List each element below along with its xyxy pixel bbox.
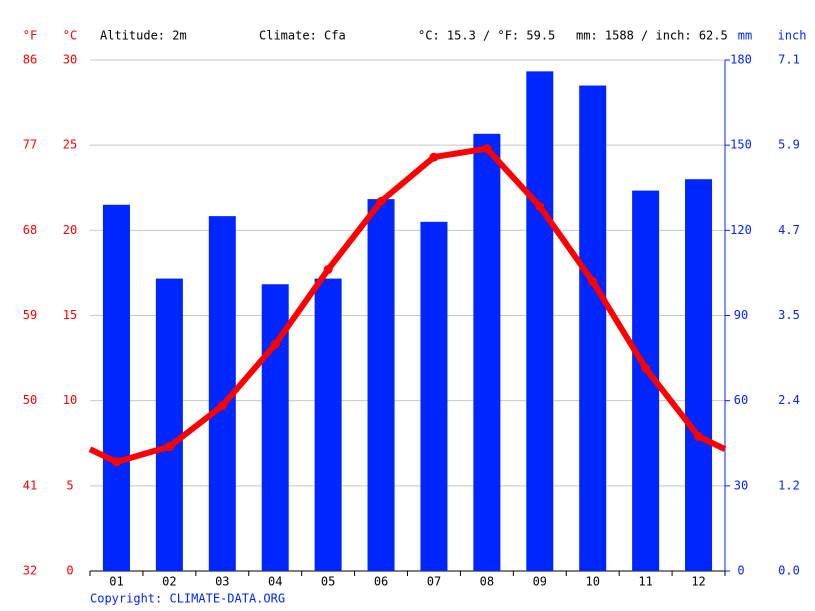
f-tick-label: 86 [23, 53, 37, 67]
inch-unit: inch [778, 29, 807, 43]
temperature-line [115, 145, 701, 465]
y2-tick-label: 90 [734, 308, 748, 322]
x-tick-label: 07 [427, 575, 441, 589]
x-tick-label: 02 [162, 575, 176, 589]
bar [367, 199, 395, 571]
temperature-point [111, 457, 121, 467]
bar [102, 204, 130, 572]
header-info: mm: 1588 / inch: 62.5 [576, 29, 728, 43]
bar [685, 179, 713, 571]
f-tick-label: 41 [23, 478, 37, 492]
header-info: Climate: Cfa [259, 29, 346, 43]
copyright: Copyright: CLIMATE-DATA.ORG [90, 592, 285, 606]
temperature-point [694, 431, 704, 441]
inch-tick-label: 2.4 [778, 393, 800, 407]
x-tick-label: 06 [374, 575, 388, 589]
y2-tick-label: 120 [730, 223, 752, 237]
f-unit: °F [23, 29, 37, 43]
y-tick-label: 30 [63, 53, 77, 67]
f-tick-label: 59 [23, 308, 37, 322]
inch-tick-label: 4.7 [778, 223, 800, 237]
bar [420, 221, 448, 572]
temperature-point [588, 276, 598, 286]
header-info: Altitude: 2m [100, 29, 187, 43]
x-tick-label: 04 [268, 575, 282, 589]
temperature-point [482, 144, 492, 154]
mm-unit: mm [738, 29, 752, 43]
x-tick-label: 05 [321, 575, 335, 589]
temperature-point [429, 152, 439, 162]
bar [526, 71, 554, 571]
bar [473, 133, 501, 572]
x-tick-label: 01 [109, 575, 123, 589]
temperature-point [217, 401, 227, 411]
inch-tick-label: 1.2 [778, 478, 800, 492]
y-tick-label: 15 [63, 308, 77, 322]
x-tick-label: 08 [480, 575, 494, 589]
inch-tick-label: 0.0 [778, 564, 800, 578]
temperature-point [641, 363, 651, 373]
y2-tick-label: 180 [730, 53, 752, 67]
bar [155, 278, 183, 571]
x-tick-label: 10 [585, 575, 599, 589]
temperature-point [376, 196, 386, 206]
bar [579, 85, 607, 572]
temperature-point [270, 339, 280, 349]
y2-tick-label: 30 [734, 478, 748, 492]
f-tick-label: 68 [23, 223, 37, 237]
x-tick-label: 09 [533, 575, 547, 589]
temperature-point [535, 201, 545, 211]
y-tick-label: 0 [66, 564, 73, 578]
y-tick-label: 25 [63, 138, 77, 152]
x-tick-label: 12 [691, 575, 705, 589]
x-tick-label: 11 [638, 575, 652, 589]
y2-tick-label: 150 [730, 138, 752, 152]
f-tick-label: 50 [23, 393, 37, 407]
c-unit: °C [63, 29, 77, 43]
y-tick-label: 20 [63, 223, 77, 237]
temperature-point [323, 265, 333, 275]
bar [314, 278, 342, 571]
y-tick-label: 5 [66, 478, 73, 492]
line-wrap [88, 433, 727, 465]
f-tick-label: 32 [23, 564, 37, 578]
header-info: °C: 15.3 / °F: 59.5 [418, 29, 555, 43]
y-tick-label: 10 [63, 393, 77, 407]
inch-tick-label: 3.5 [778, 308, 800, 322]
f-tick-label: 77 [23, 138, 37, 152]
y2-tick-label: 60 [734, 393, 748, 407]
inch-tick-label: 5.9 [778, 138, 800, 152]
x-tick-label: 03 [215, 575, 229, 589]
y2-tick-label: 0 [737, 564, 744, 578]
temperature-point [164, 442, 174, 452]
inch-tick-label: 7.1 [778, 53, 800, 67]
